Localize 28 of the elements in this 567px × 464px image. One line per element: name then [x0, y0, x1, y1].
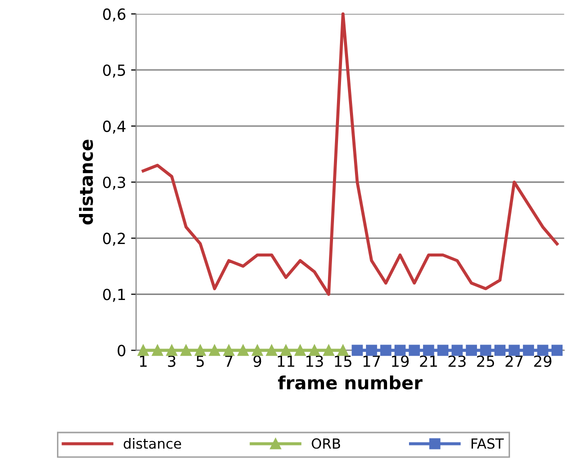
- legend-label: distance: [124, 438, 182, 449]
- x-tick-label: 3: [168, 355, 176, 368]
- x-tick-label: 9: [253, 355, 262, 368]
- y-tick-label: 0,4: [103, 120, 126, 134]
- x-tick-label: 1: [140, 356, 147, 367]
- legend-label: ORB: [312, 438, 340, 449]
- x-tick-label: 5: [196, 356, 204, 368]
- y-tick-label: 0,1: [103, 288, 125, 302]
- y-tick-label: 0: [118, 344, 126, 356]
- x-tick-label: 29: [534, 355, 552, 368]
- x-tick-label: 15: [334, 356, 352, 368]
- y-tick-label: 0,3: [103, 176, 126, 190]
- x-tick-label: 21: [420, 355, 437, 367]
- x-tick-label: 17: [363, 356, 380, 367]
- x-tick-label: 7: [225, 356, 232, 367]
- x-tick-label: 25: [477, 355, 494, 368]
- x-axis-title: frame number: [278, 376, 423, 390]
- y-tick-label: 0,2: [103, 232, 125, 246]
- x-tick-label: 19: [392, 355, 409, 368]
- y-axis-title: distance: [79, 140, 94, 225]
- legend-label: FAST: [472, 438, 504, 449]
- x-tick-label: 13: [306, 355, 323, 368]
- x-tick-label: 27: [506, 355, 523, 367]
- y-tick-label: 0,5: [103, 64, 126, 78]
- line-series: [142, 12, 559, 296]
- y-tick-label: 0,6: [103, 8, 126, 22]
- x-tick-label: 23: [448, 355, 466, 368]
- x-tick-label: 11: [278, 356, 294, 367]
